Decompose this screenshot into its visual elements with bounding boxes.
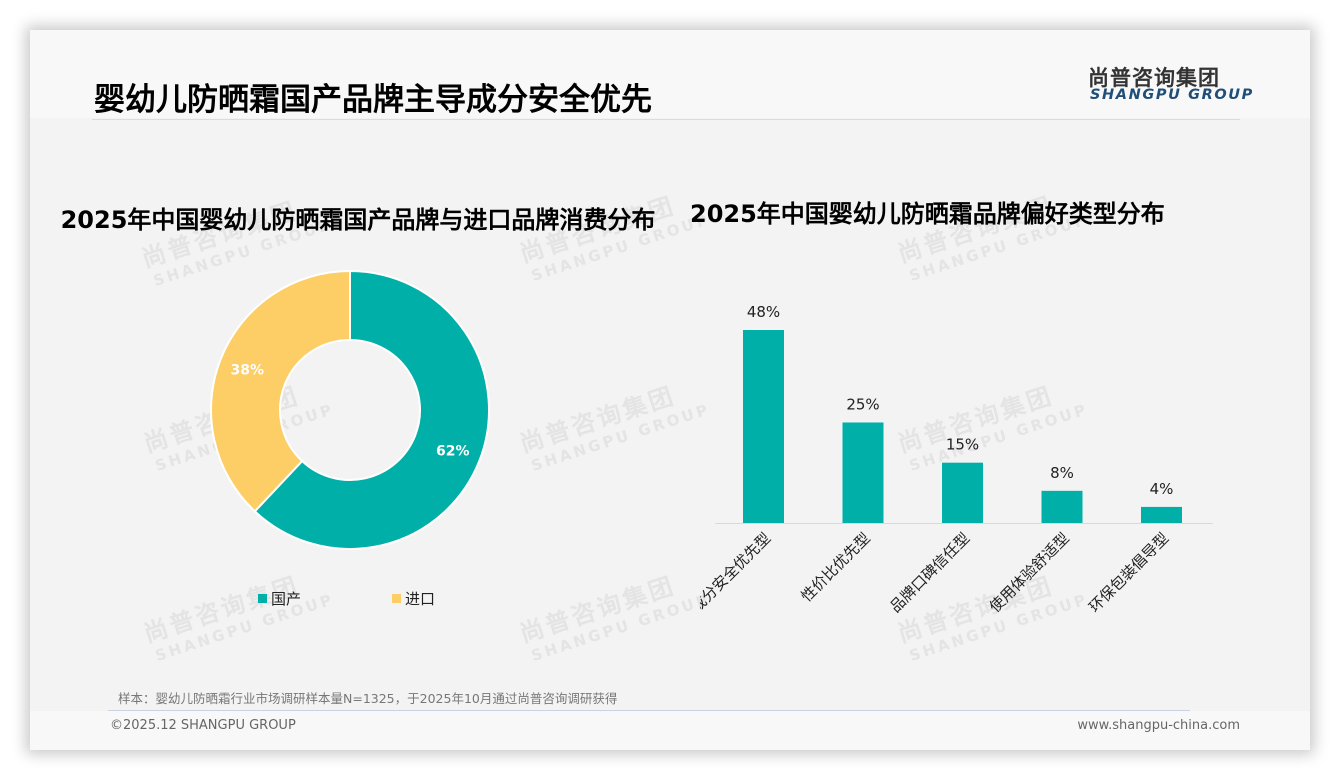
bar-chart-title: 2025年中国婴幼儿防晒霜品牌偏好类型分布 <box>690 200 1165 228</box>
header-divider <box>92 119 1240 120</box>
bar-category-label: 环保包装倡导型 <box>1085 529 1172 616</box>
legend-swatch-imported <box>392 594 401 603</box>
header-band <box>30 30 1310 118</box>
bar-value-label: 48% <box>747 303 780 321</box>
slide: 婴幼儿防晒霜国产品牌主导成分安全优先 尚普咨询集团 SHANGPU GROUP … <box>30 30 1310 750</box>
donut-chart-title: 2025年中国婴幼儿防晒霜国产品牌与进口品牌消费分布 <box>60 206 656 234</box>
legend-item-imported: 进口 <box>392 588 435 609</box>
bar-category-label: 成分安全优先型 <box>700 529 774 616</box>
legend-swatch-domestic <box>258 594 267 603</box>
donut-slice <box>210 269 351 513</box>
donut-slice-label: 38% <box>231 362 265 378</box>
bar-chart: 48% 成分安全优先型 25% 性价比优先型 15% 品牌口碑信任型 8% 使用体验舒适型 4%… <box>687 290 1260 650</box>
donut-chart: 62% 38% <box>210 269 490 550</box>
legend-label-domestic: 国产 <box>271 590 302 608</box>
bar <box>842 422 884 523</box>
footer-divider <box>108 710 1190 711</box>
bar-category-label: 品牌口碑信任型 <box>886 529 973 616</box>
bar-value-label: 15% <box>946 436 979 454</box>
donut-slice <box>253 269 490 550</box>
copyright: ©2025.12 SHANGPU GROUP <box>110 718 296 733</box>
legend-item-domestic: 国产 <box>258 588 301 609</box>
bar-value-label: 8% <box>1050 464 1074 482</box>
bar <box>743 330 784 523</box>
bar-chart-svg: 48% 成分安全优先型 25% 性价比优先型 15% 品牌口碑信任型 8% 使用体验舒适型 4%… <box>687 303 1213 616</box>
legend-label-imported: 进口 <box>405 590 436 608</box>
bar <box>1041 490 1083 523</box>
logo-english: SHANGPU GROUP <box>1090 87 1254 103</box>
bar-value-label: 25% <box>846 395 879 413</box>
website-link[interactable]: www.shangpu-china.com <box>1077 718 1240 733</box>
bar <box>1141 506 1182 523</box>
page-title: 婴幼儿防晒霜国产品牌主导成分安全优先 <box>94 82 652 118</box>
bar <box>942 462 983 523</box>
donut-slice-label: 62% <box>436 444 470 460</box>
donut-chart-svg: 62% 38% <box>210 269 490 550</box>
footer-band <box>30 711 1310 750</box>
sample-note: 样本：婴幼儿防晒霜行业市场调研样本量N=1325，于2025年10月通过尚普咨询… <box>118 691 618 706</box>
bar-category-label: 使用体验舒适型 <box>986 529 1073 616</box>
bar-value-label: 4% <box>1150 480 1174 498</box>
logo-chinese: 尚普咨询集团 <box>1088 66 1220 90</box>
bar-category-label: 性价比优先型 <box>797 529 873 605</box>
